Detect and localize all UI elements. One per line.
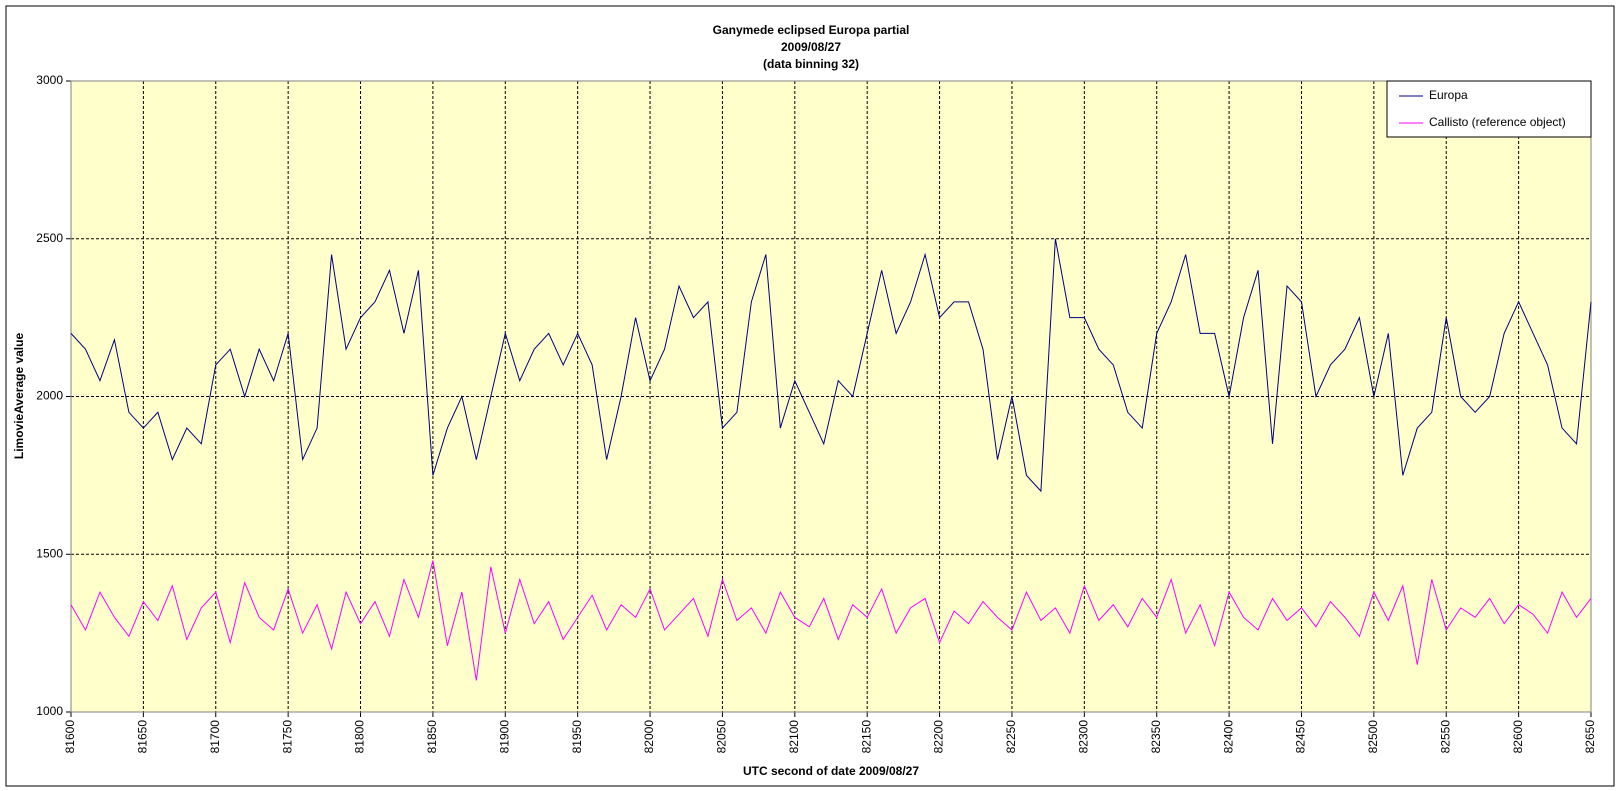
x-tick-label: 82500 [1366, 720, 1380, 754]
x-tick-label: 82600 [1511, 720, 1525, 754]
y-tick-label: 3000 [36, 73, 63, 87]
x-tick-label: 81650 [136, 720, 150, 754]
x-tick-label: 82100 [787, 720, 801, 754]
y-axis-label: LimovieAverage value [12, 333, 26, 460]
x-tick-label: 82200 [932, 720, 946, 754]
chart-subtitle: 2009/08/27 [781, 40, 841, 54]
x-tick-label: 82450 [1294, 720, 1308, 754]
x-tick-label: 81750 [280, 720, 294, 754]
x-tick-label: 82550 [1438, 720, 1452, 754]
y-tick-label: 2500 [36, 231, 63, 245]
y-tick-label: 1500 [36, 546, 63, 560]
x-tick-label: 81850 [425, 720, 439, 754]
x-tick-label: 81900 [497, 720, 511, 754]
x-tick-label: 82000 [642, 720, 656, 754]
legend-box [1386, 80, 1592, 138]
y-tick-label: 2000 [36, 389, 63, 403]
x-tick-label: 82400 [1221, 720, 1235, 754]
chart-subtitle: (data binning 32) [763, 57, 859, 71]
data-line [70, 238, 1592, 493]
x-tick-label: 82350 [1149, 720, 1163, 754]
x-tick-label: 82650 [1583, 720, 1597, 754]
x-tick-label: 82250 [1004, 720, 1018, 754]
x-tick-label: 81700 [208, 720, 222, 754]
x-axis-label: UTC second of date 2009/08/27 [743, 764, 919, 778]
data-line [70, 560, 1592, 681]
x-tick-label: 82300 [1077, 720, 1091, 754]
legend-label: Callisto (reference object) [1429, 115, 1566, 129]
x-tick-label: 81600 [63, 720, 77, 754]
x-tick-label: 81800 [353, 720, 367, 754]
x-tick-label: 82050 [715, 720, 729, 754]
legend-label: Europa [1429, 88, 1468, 102]
y-tick-label: 1000 [36, 704, 63, 718]
plot-frame [70, 80, 1592, 713]
x-tick-label: 81950 [570, 720, 584, 754]
x-tick-label: 82150 [859, 720, 873, 754]
chart-title: Ganymede eclipsed Europa partial [713, 23, 910, 37]
